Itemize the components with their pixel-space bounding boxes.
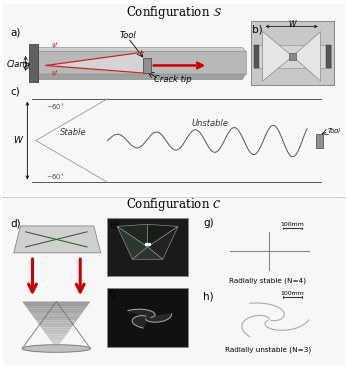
Text: e): e) [109, 219, 120, 229]
Bar [316, 134, 323, 148]
Polygon shape [32, 51, 246, 74]
Text: Configuration $\mathcal{S}$: Configuration $\mathcal{S}$ [126, 4, 222, 21]
Polygon shape [32, 47, 246, 51]
Text: Tool: Tool [327, 128, 340, 134]
Polygon shape [34, 318, 79, 320]
Text: $W$: $W$ [287, 18, 298, 29]
Text: d): d) [10, 218, 21, 228]
Text: $\psi'$: $\psi'$ [51, 69, 60, 80]
Text: $\psi'$: $\psi'$ [51, 41, 60, 52]
Text: a): a) [10, 27, 21, 37]
Text: f): f) [109, 290, 117, 300]
Bar [251, 21, 334, 85]
Polygon shape [22, 345, 90, 352]
Text: Tool: Tool [119, 31, 136, 41]
Text: Radially stable (N=4): Radially stable (N=4) [229, 277, 306, 284]
Polygon shape [148, 224, 178, 247]
Polygon shape [29, 74, 246, 80]
Polygon shape [22, 301, 90, 304]
Bar [143, 58, 151, 73]
Text: $\psi'$: $\psi'$ [310, 45, 318, 55]
Text: Clamps: Clamps [7, 60, 38, 69]
Bar [108, 288, 188, 347]
Polygon shape [39, 325, 73, 327]
Polygon shape [132, 316, 148, 328]
Bar [254, 45, 331, 68]
Polygon shape [46, 51, 143, 74]
Text: W: W [13, 136, 22, 145]
Polygon shape [117, 224, 148, 247]
Polygon shape [41, 327, 72, 330]
Text: Unstable: Unstable [191, 119, 228, 128]
Polygon shape [45, 332, 68, 334]
Polygon shape [55, 346, 58, 348]
Polygon shape [146, 314, 172, 322]
Text: b): b) [252, 25, 263, 35]
Text: h): h) [203, 292, 214, 301]
Polygon shape [29, 311, 84, 313]
Polygon shape [27, 308, 85, 311]
Bar [254, 45, 259, 68]
Text: c): c) [10, 87, 20, 97]
Polygon shape [31, 313, 82, 315]
Polygon shape [46, 334, 66, 337]
Text: 100mm: 100mm [280, 291, 304, 296]
Bar [326, 45, 331, 68]
FancyBboxPatch shape [1, 3, 347, 195]
Polygon shape [148, 226, 178, 259]
Polygon shape [128, 309, 155, 317]
Text: ~60$^\circ$: ~60$^\circ$ [46, 103, 65, 112]
Bar [29, 44, 38, 82]
Polygon shape [263, 32, 293, 81]
Polygon shape [48, 337, 65, 339]
Polygon shape [14, 226, 101, 253]
Polygon shape [51, 341, 62, 344]
Polygon shape [26, 306, 87, 308]
Polygon shape [32, 315, 80, 318]
Text: $\psi'$: $\psi'$ [265, 45, 272, 55]
Text: Crack tip: Crack tip [153, 75, 191, 84]
Polygon shape [24, 304, 89, 306]
Polygon shape [132, 247, 163, 259]
Polygon shape [293, 32, 321, 81]
Text: ~60$^\circ$: ~60$^\circ$ [46, 173, 65, 182]
Text: Radially unstable (N=3): Radially unstable (N=3) [225, 346, 311, 353]
Polygon shape [53, 344, 60, 346]
Polygon shape [117, 226, 148, 259]
Text: g): g) [203, 218, 214, 228]
Bar [108, 218, 188, 276]
Text: Stable: Stable [60, 128, 87, 137]
Polygon shape [49, 339, 63, 341]
Polygon shape [38, 323, 75, 325]
Polygon shape [43, 330, 70, 332]
Polygon shape [36, 320, 77, 323]
Text: 100mm: 100mm [280, 222, 304, 227]
Bar [289, 53, 296, 60]
FancyBboxPatch shape [1, 197, 347, 366]
Text: Configuration $\mathcal{C}$: Configuration $\mathcal{C}$ [126, 196, 222, 214]
